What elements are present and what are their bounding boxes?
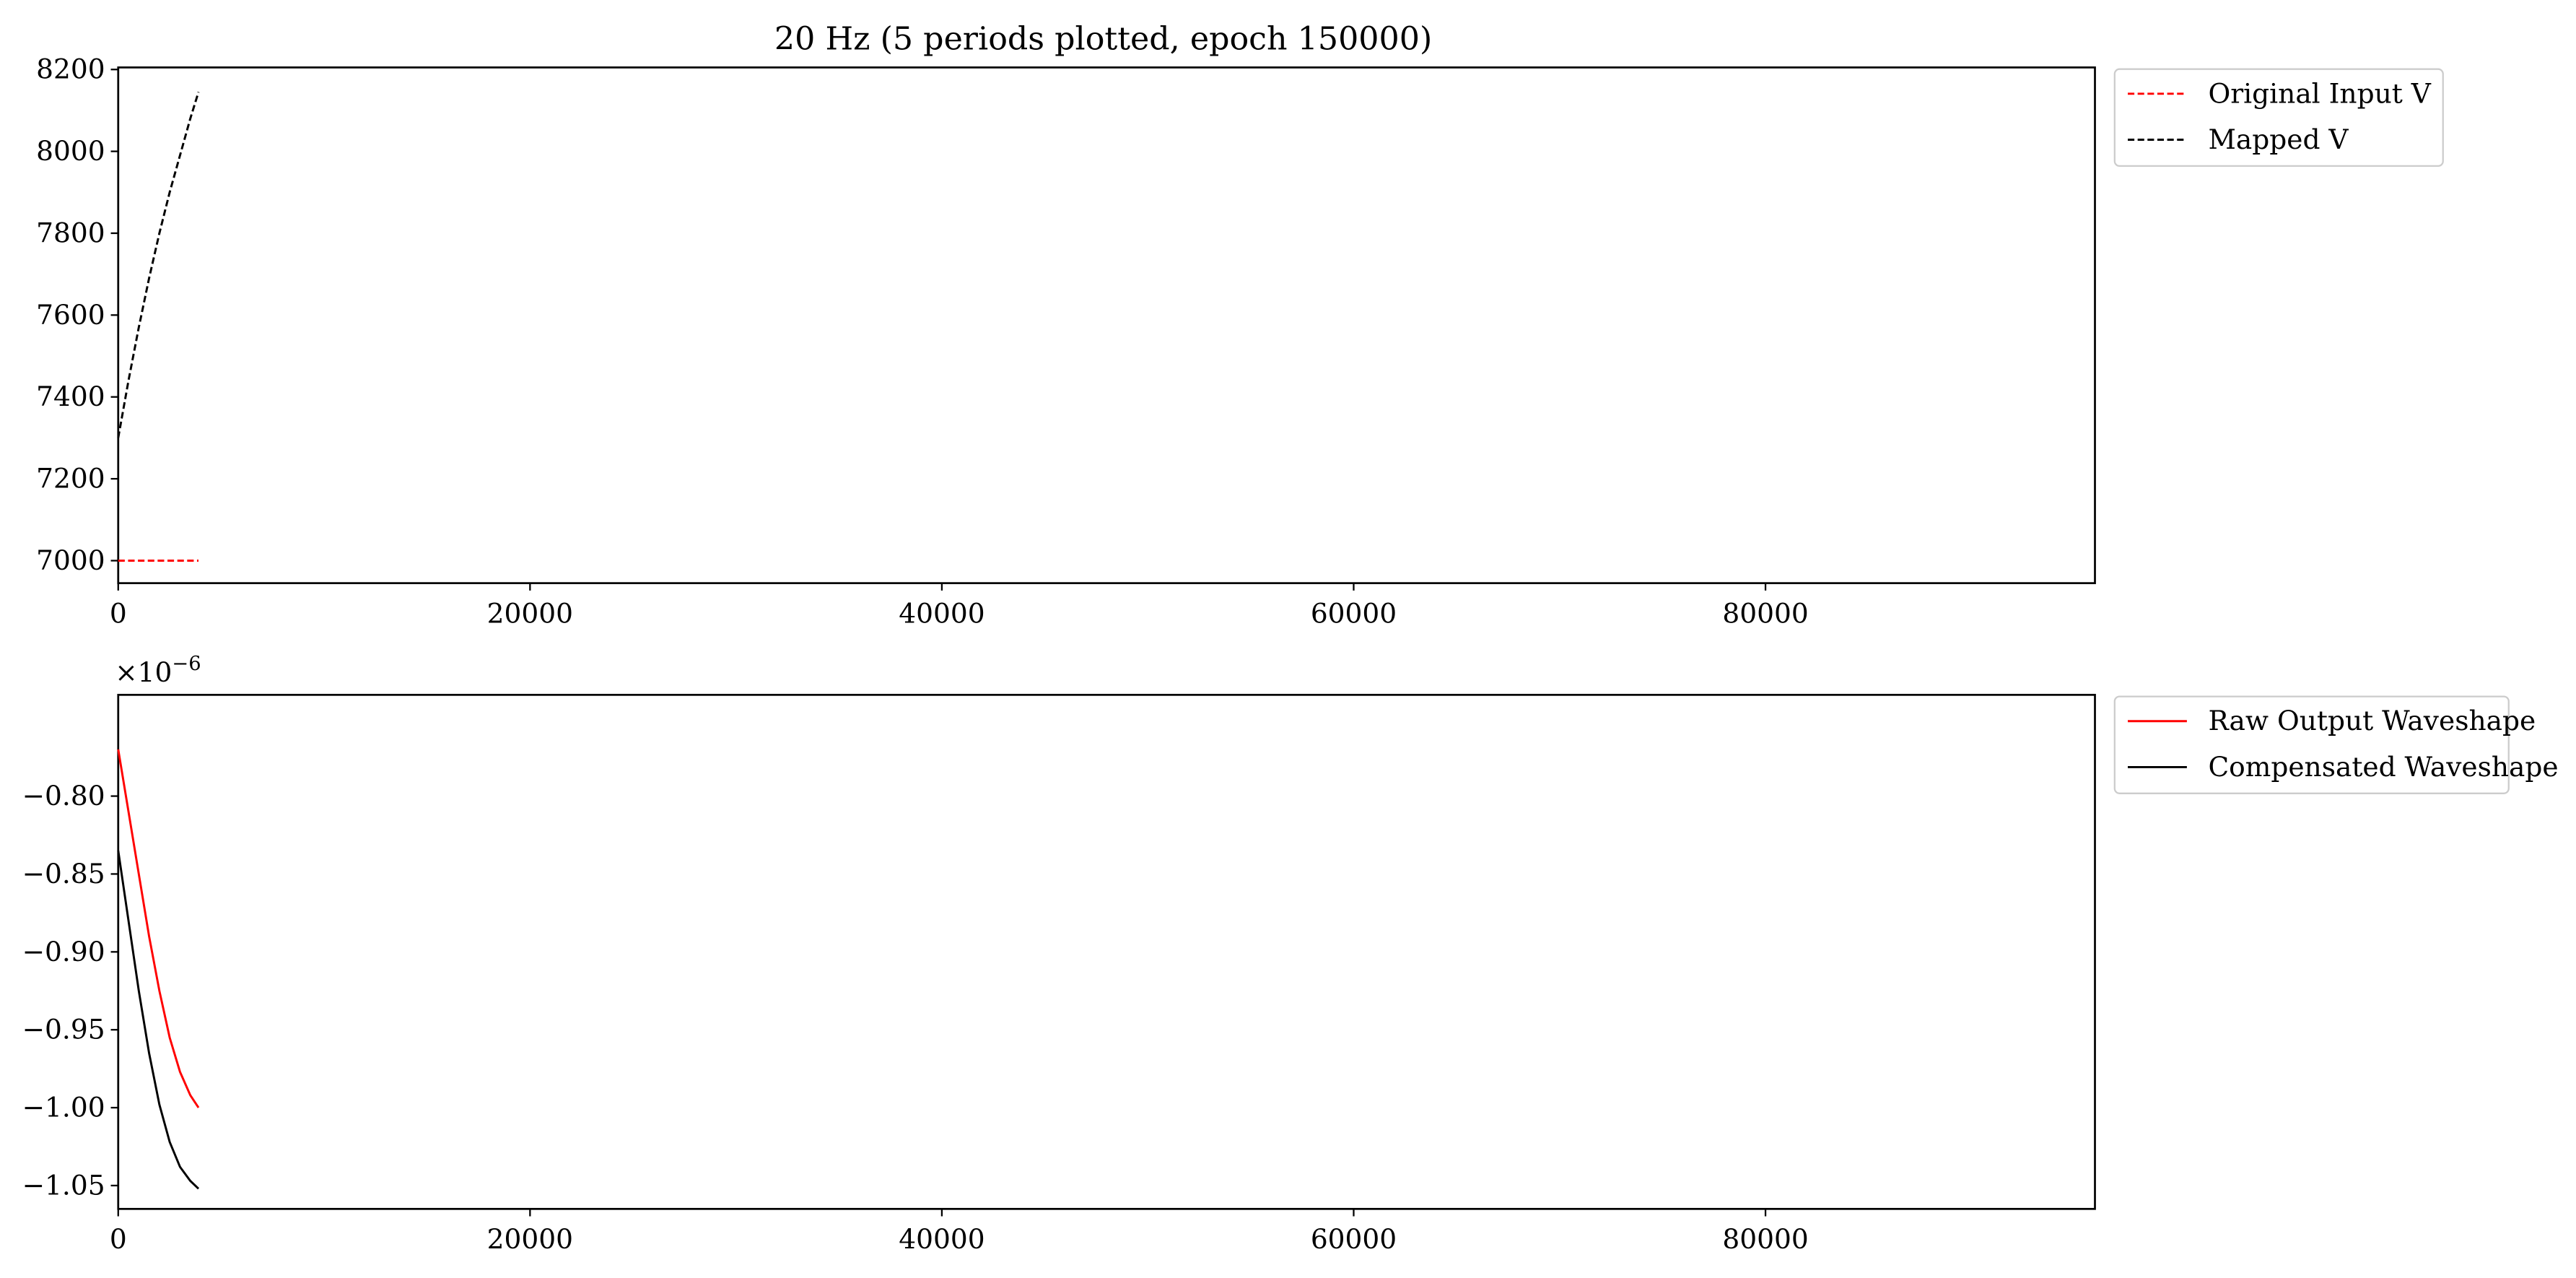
- y-tick-label: −0.80: [22, 780, 105, 812]
- subplot-1: 0 20000 40000 60000 80000 7000 7200 7400 7600 780…: [36, 53, 2444, 629]
- y-tick-label: −0.90: [22, 936, 105, 968]
- y-tick-label: 7400: [36, 381, 105, 412]
- legend-label: Original Input V: [2208, 77, 2431, 109]
- x-tick-label: 0: [110, 597, 127, 629]
- series-line-2: [117, 850, 200, 1190]
- y-tick-label: −0.95: [22, 1014, 105, 1046]
- legend-frame: [2113, 695, 2510, 794]
- y-tick-label: 7800: [36, 217, 105, 248]
- x-tick-label: 20000: [487, 1223, 573, 1255]
- y-tick-label: −0.85: [22, 858, 105, 890]
- y-tick-label: −1.05: [22, 1169, 105, 1201]
- y-tick-label: 7600: [36, 299, 105, 331]
- y-tick-label: 8000: [36, 135, 105, 167]
- x-tick-label: 20000: [487, 597, 573, 629]
- series-line-1: [117, 749, 200, 1108]
- x-tick-label: 80000: [1722, 597, 1808, 629]
- series-line-2: [117, 91, 200, 438]
- y-tick-label: 7000: [36, 544, 105, 576]
- x-tick-label: 80000: [1722, 1223, 1808, 1255]
- subplot-2: 0 20000 40000 60000 80000 −1.05 −1.00 −0.95 −0.9…: [22, 653, 2559, 1255]
- x-tick-label: 0: [110, 1223, 127, 1255]
- legend-label: Mapped V: [2208, 123, 2349, 155]
- x-tick-label: 40000: [899, 1223, 984, 1255]
- legend-label: Compensated Waveshape: [2208, 751, 2558, 783]
- y-tick-label: −1.00: [22, 1092, 105, 1123]
- legend: Raw Output Waveshape Compensated Waveshap…: [2113, 695, 2559, 794]
- legend-label: Raw Output Waveshape: [2208, 705, 2536, 736]
- plot-frame: [117, 693, 2096, 1210]
- plot-frame: [117, 66, 2096, 585]
- y-offset-label: ×10−6: [115, 653, 201, 688]
- y-tick-label: 8200: [36, 53, 105, 85]
- y-tick-label: 7200: [36, 463, 105, 495]
- x-tick-label: 60000: [1311, 1223, 1397, 1255]
- x-tick-label: 60000: [1311, 597, 1397, 629]
- legend: Original Input V Mapped V: [2113, 68, 2444, 168]
- x-tick-label: 40000: [899, 597, 984, 629]
- figure-title: 20 Hz (5 periods plotted, epoch 150000): [774, 20, 1432, 57]
- legend-frame: [2113, 68, 2444, 168]
